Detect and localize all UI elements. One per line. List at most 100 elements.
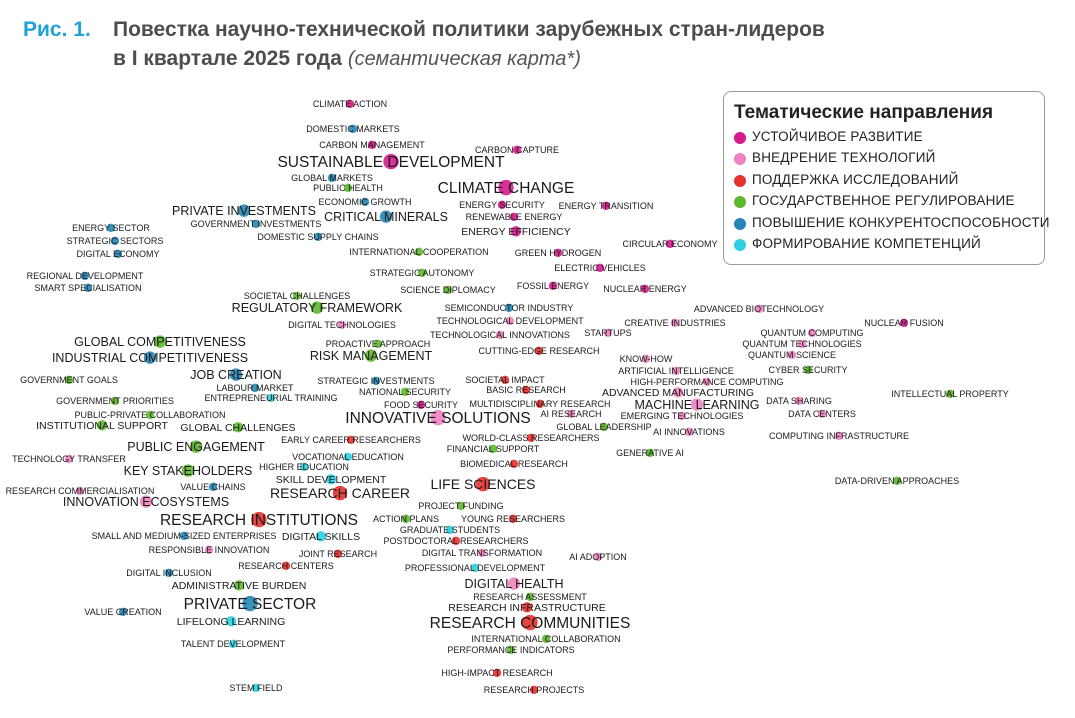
node-dot-digital-inclusion <box>164 568 174 578</box>
node-data-centers <box>817 409 827 419</box>
node-dot-risk-management <box>364 348 378 363</box>
node-societal-impact <box>500 375 510 385</box>
node-dot-innovative-solutions <box>429 409 447 426</box>
node-dot-digital-skills <box>315 530 327 543</box>
node-life-sciences <box>475 476 491 492</box>
node-label-cyber-security: CYBER SECURITY <box>768 365 847 375</box>
legend-label-technology: ВНЕДРЕНИЕ ТЕХНОЛОГИЙ <box>752 150 936 165</box>
node-quantum-computing <box>807 328 817 338</box>
node-dot-energy-transition <box>601 201 611 211</box>
node-dot-research-projects <box>529 685 539 695</box>
node-early-career-researchers <box>346 435 356 445</box>
node-dot-private-investments <box>237 203 251 218</box>
node-dot-renewable-energy <box>509 212 519 222</box>
node-dot-economic-growth <box>360 197 370 207</box>
node-performance-indicators <box>506 645 516 655</box>
node-label-advanced-manufacturing: ADVANCED MANUFACTURING <box>602 387 754 399</box>
node-nuclear-energy <box>640 284 650 294</box>
node-label-societal-challenges: SOCIETAL CHALLENGES <box>244 291 351 301</box>
node-dot-research-commercialisation <box>75 486 85 496</box>
node-strategic-investments <box>371 376 381 386</box>
node-label-regulatory-framework: REGULATORY FRAMEWORK <box>232 301 403 315</box>
node-dot-societal-impact <box>500 375 510 385</box>
node-label-job-creation: JOB CREATION <box>190 368 281 382</box>
node-label-research-commercialisation: RESEARCH COMMERCIALISATION <box>6 486 155 496</box>
node-dot-know-how <box>641 354 651 364</box>
node-dot-research-communities <box>521 614 539 631</box>
node-label-fossil-energy: FOSSIL ENERGY <box>517 281 589 291</box>
node-dot-strategic-investments <box>371 376 381 386</box>
node-dot-generative-ai <box>645 448 655 458</box>
node-dot-quantum-technologies <box>797 339 807 349</box>
node-creative-industries <box>670 318 680 328</box>
node-label-science-diplomacy: SCIENCE DIPLOMACY <box>400 285 496 295</box>
node-government-goals <box>64 375 74 385</box>
node-label-research-institutions: RESEARCH INSTITUTIONS <box>160 512 358 529</box>
legend-label-sustainable: УСТОЙЧИВОЕ РАЗВИТИЕ <box>752 129 923 144</box>
node-dot-digital-transformation <box>477 548 487 558</box>
node-stem-field <box>251 683 261 693</box>
node-research-career <box>332 485 348 501</box>
node-dot-graduate-students <box>445 525 455 535</box>
node-economic-growth <box>360 197 370 207</box>
node-label-digital-inclusion: DIGITAL INCLUSION <box>126 568 212 578</box>
node-digital-inclusion <box>164 568 174 578</box>
node-joint-research <box>333 549 343 559</box>
node-dot-technological-innovations <box>495 330 505 340</box>
node-dot-life-sciences <box>475 476 491 492</box>
node-international-cooperation <box>414 247 424 257</box>
node-label-value-chains: VALUE CHAINS <box>180 482 245 492</box>
node-machine-learning <box>690 397 704 412</box>
legend-dot-research <box>734 175 746 187</box>
node-energy-transition <box>601 201 611 211</box>
node-dot-proactive-approach <box>373 339 383 349</box>
node-research-institutions <box>250 511 268 528</box>
node-label-digital-economy: DIGITAL ECONOMY <box>76 249 159 259</box>
node-dot-global-markets <box>327 173 337 183</box>
node-label-emerging-technologies: EMERGING TECHNOLOGIES <box>621 411 744 421</box>
node-label-startups: STARTUPS <box>584 328 631 338</box>
node-label-know-how: KNOW-HOW <box>620 354 673 364</box>
node-fossil-energy <box>548 281 558 291</box>
node-computing-infrastructure <box>834 431 844 441</box>
node-label-carbon-management: CARBON MANAGEMENT <box>319 140 425 150</box>
node-label-sustainable-development: SUSTAINABLE DEVELOPMENT <box>277 154 505 171</box>
node-dot-digital-technologies <box>337 320 347 330</box>
node-energy-efficiency <box>510 225 522 238</box>
node-dot-ai-innovations <box>684 427 694 437</box>
node-research-centers <box>281 561 291 571</box>
node-label-electric-vehicles: ELECTRIC VEHICLES <box>554 263 646 273</box>
node-label-research-career: RESEARCH CAREER <box>270 485 410 501</box>
node-dot-food-security <box>416 400 426 410</box>
node-label-digital-skills: DIGITAL SKILLS <box>282 531 360 543</box>
node-dot-vocational-education <box>343 452 353 462</box>
node-label-energy-efficiency: ENERGY EFFICIENCY <box>461 226 571 238</box>
node-label-ai-adoption: AI ADOPTION <box>569 552 627 562</box>
node-dot-innovation-ecosystems <box>139 494 153 509</box>
node-dot-digital-economy <box>113 249 123 259</box>
node-label-climate-action: CLIMATE ACTION <box>313 99 387 109</box>
node-label-domestic-markets: DOMESTIC MARKETS <box>306 124 400 134</box>
node-label-smart-specialisation: SMART SPECIALISATION <box>34 283 141 293</box>
node-digital-transformation <box>477 548 487 558</box>
node-data-sharing <box>794 396 804 406</box>
node-global-leadership <box>599 422 609 432</box>
node-government-investments <box>251 219 261 229</box>
node-dot-public-private-collaboration <box>145 410 155 420</box>
node-label-national-security: NATIONAL SECURITY <box>359 387 451 397</box>
node-nuclear-fusion <box>899 318 909 328</box>
node-dot-advanced-biotechnology <box>754 304 764 314</box>
node-label-talent-development: TALENT DEVELOPMENT <box>181 639 286 649</box>
node-label-quantum-technologies: QUANTUM TECHNOLOGIES <box>742 339 861 349</box>
node-label-economic-growth: ECONOMIC GROWTH <box>319 197 412 207</box>
node-dot-research-assessment <box>525 592 535 602</box>
node-label-public-engagement: PUBLIC ENGAGEMENT <box>127 440 265 454</box>
node-dot-domestic-supply-chains <box>313 232 323 242</box>
node-national-security <box>400 387 410 397</box>
node-dot-labour-market <box>250 383 260 393</box>
node-dot-private-sector <box>241 595 259 612</box>
node-research-infrastructure <box>521 601 533 614</box>
node-dot-international-collaboration <box>541 634 551 644</box>
node-dot-public-health <box>343 183 353 193</box>
node-label-skill-development: SKILL DEVELOPMENT <box>276 474 387 486</box>
